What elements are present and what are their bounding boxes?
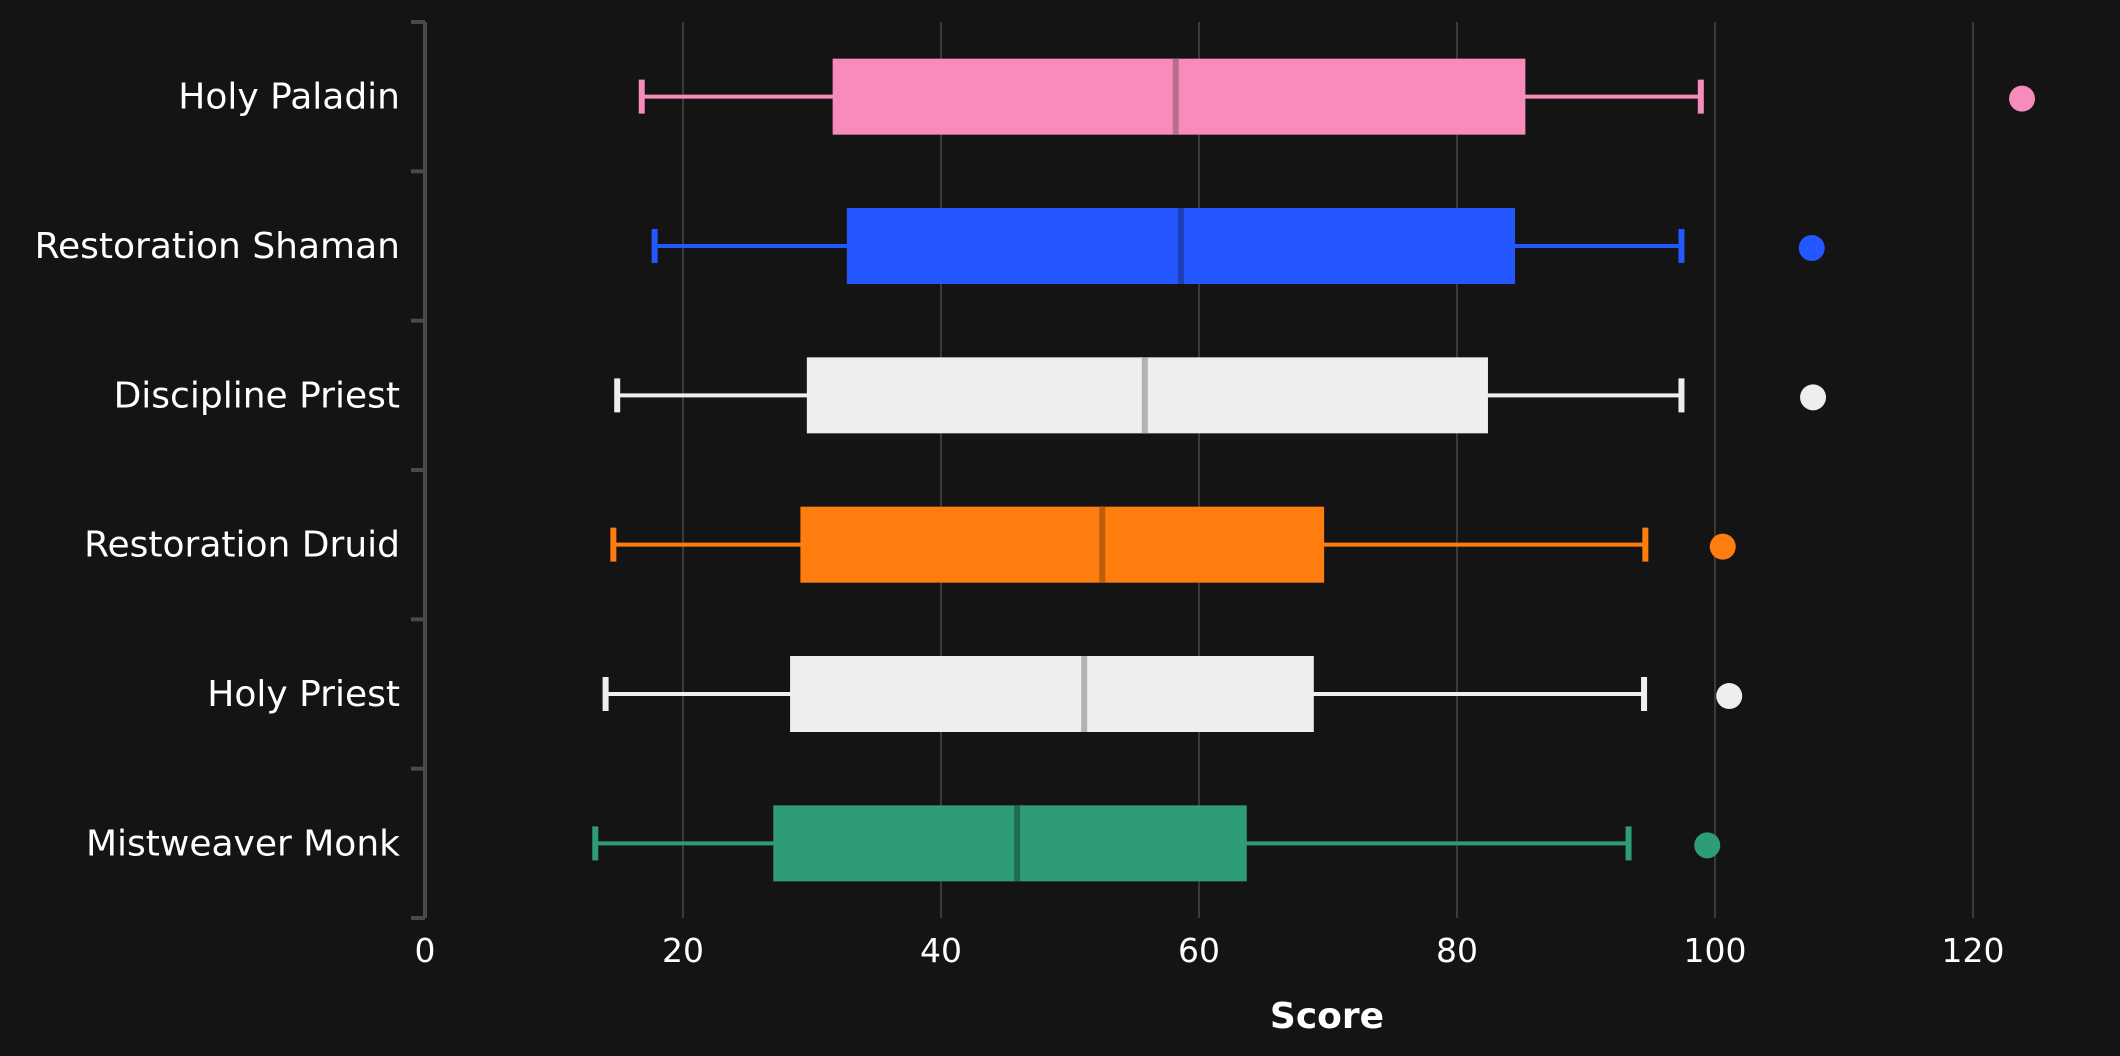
grid-lines	[682, 22, 1974, 918]
iqr-box	[773, 805, 1247, 882]
x-tick-label: 80	[1436, 931, 1478, 970]
category-label: Holy Priest	[207, 674, 400, 715]
category-label: Restoration Druid	[84, 525, 400, 566]
outlier-point	[1800, 384, 1827, 411]
axes	[411, 20, 427, 920]
iqr-box	[832, 58, 1526, 135]
outlier-point	[1694, 832, 1721, 859]
x-tick-label: 20	[662, 931, 704, 970]
outlier-point	[1709, 533, 1736, 560]
category-label: Mistweaver Monk	[86, 823, 400, 864]
box-group	[614, 357, 1827, 434]
boxes	[592, 58, 2036, 882]
x-tick-label: 60	[1178, 931, 1220, 970]
outlier-point	[1716, 683, 1743, 709]
x-tick-label: 120	[1942, 931, 2005, 970]
category-label: Discipline Priest	[114, 375, 400, 416]
outlier-point	[1798, 235, 1825, 261]
x-tick-label: 40	[920, 931, 962, 970]
labels: 0 20 40 60 80 100 120 Holy Paladin Restoration S…	[35, 77, 2005, 970]
box-group	[602, 656, 1743, 732]
category-label: Holy Paladin	[178, 77, 400, 118]
box-group	[610, 506, 1736, 583]
outlier-point	[2009, 85, 2036, 112]
iqr-box	[790, 656, 1314, 732]
box-group	[638, 58, 2036, 135]
x-axis-title: Score	[1270, 996, 1384, 1037]
box-group	[651, 208, 1825, 284]
x-tick-label: 0	[415, 931, 436, 970]
box-group	[592, 805, 1721, 882]
iqr-box	[800, 506, 1325, 583]
x-tick-label: 100	[1684, 931, 1747, 970]
category-label: Restoration Shaman	[35, 226, 400, 267]
